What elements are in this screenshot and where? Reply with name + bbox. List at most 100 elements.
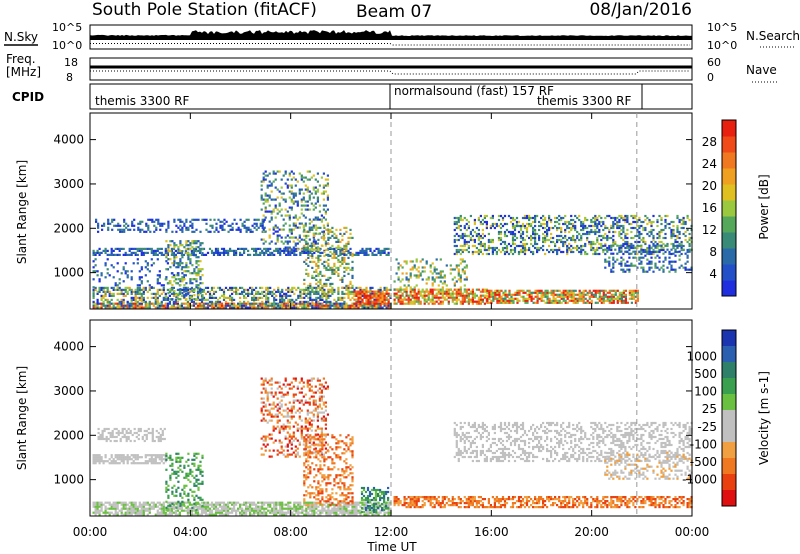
power-cell [136,262,139,265]
power-cell [670,228,673,232]
power-cell [560,238,563,242]
power-cell [282,218,285,221]
power-cell [144,251,147,254]
power-cell [550,218,553,222]
power-cell [333,256,336,259]
power-cell [343,300,346,303]
velocity-cell [126,511,129,514]
power-cell [92,278,95,281]
power-cell [306,200,309,203]
power-cell [308,230,311,233]
power-cell [310,226,313,229]
power-cell [304,204,307,207]
power-cell [210,294,214,297]
power-cell [646,252,649,255]
power-cell [419,292,422,295]
power-cell [274,224,277,227]
power-cell [632,244,635,247]
power-cell [686,228,689,232]
power-cell [110,253,113,256]
power-cell [463,284,466,287]
power-cell [355,298,358,301]
power-cell [169,250,172,253]
power-cell [453,282,456,285]
velocity-cell [239,507,242,510]
power-cell [317,274,320,277]
power-cell [94,253,97,256]
power-cell [650,266,653,269]
power-cell [483,290,486,293]
power-cell [560,218,563,222]
power-cell [294,194,297,197]
power-cell [375,298,378,301]
power-cell [503,230,507,234]
power-cell [668,256,671,259]
power-cell [630,230,633,234]
power-cell [317,300,320,303]
power-cell [122,253,125,256]
power-cell [588,242,591,246]
power-cell [652,220,655,224]
power-cell [288,172,291,175]
cpid-segment-3: themis 3300 RF [537,94,631,108]
beam-label: Beam 07 [356,2,432,22]
power-cell [202,302,206,305]
power-cell [177,294,180,297]
power-cell [369,298,372,301]
power-cell [180,304,183,307]
power-cell [604,224,607,228]
power-cell [185,240,188,243]
power-cell [610,268,613,271]
velocity-cell [176,505,179,508]
power-cell [247,302,250,305]
power-cell [680,222,683,226]
power-cell [94,264,97,267]
power-cell [194,247,197,250]
power-cell [522,295,525,298]
velocity-cell [202,511,206,514]
power-cell [144,302,147,305]
power-cell [572,301,575,304]
power-cell [301,302,304,305]
power-cell [92,304,95,307]
power-cell [174,253,177,256]
velocity-cell [158,501,161,504]
velocity-cell [160,513,163,516]
power-cell [341,292,344,295]
power-cell [377,249,380,252]
power-cell [505,234,509,238]
power-cell [662,264,665,267]
power-cell [214,290,218,293]
power-cell [574,297,577,300]
power-cell [220,288,224,291]
power-cell [425,290,428,293]
power-cell [260,184,263,187]
power-cell [276,234,279,237]
velocity-cell [142,511,145,514]
power-cell [492,293,495,296]
power-cell [638,236,641,240]
power-cell [270,218,273,221]
power-cell [233,249,236,252]
power-cell [195,242,198,245]
power-cell [584,301,587,304]
power-cell [500,299,503,302]
power-cell [304,200,307,203]
power-cell [606,234,609,238]
power-cell [684,220,687,224]
velocity-cell [124,503,127,506]
power-cell [546,232,549,236]
power-cell [197,272,200,275]
power-cell [289,288,292,291]
power-cell [170,247,173,250]
power-cell [534,218,537,222]
power-cell [385,306,388,309]
power-cell [421,290,424,293]
power-cell [214,304,218,307]
power-cell [656,254,659,257]
power-cell [542,248,545,252]
power-cell [341,260,344,263]
power-cell [684,268,687,271]
power-cell [218,251,222,254]
power-cell [568,230,571,234]
